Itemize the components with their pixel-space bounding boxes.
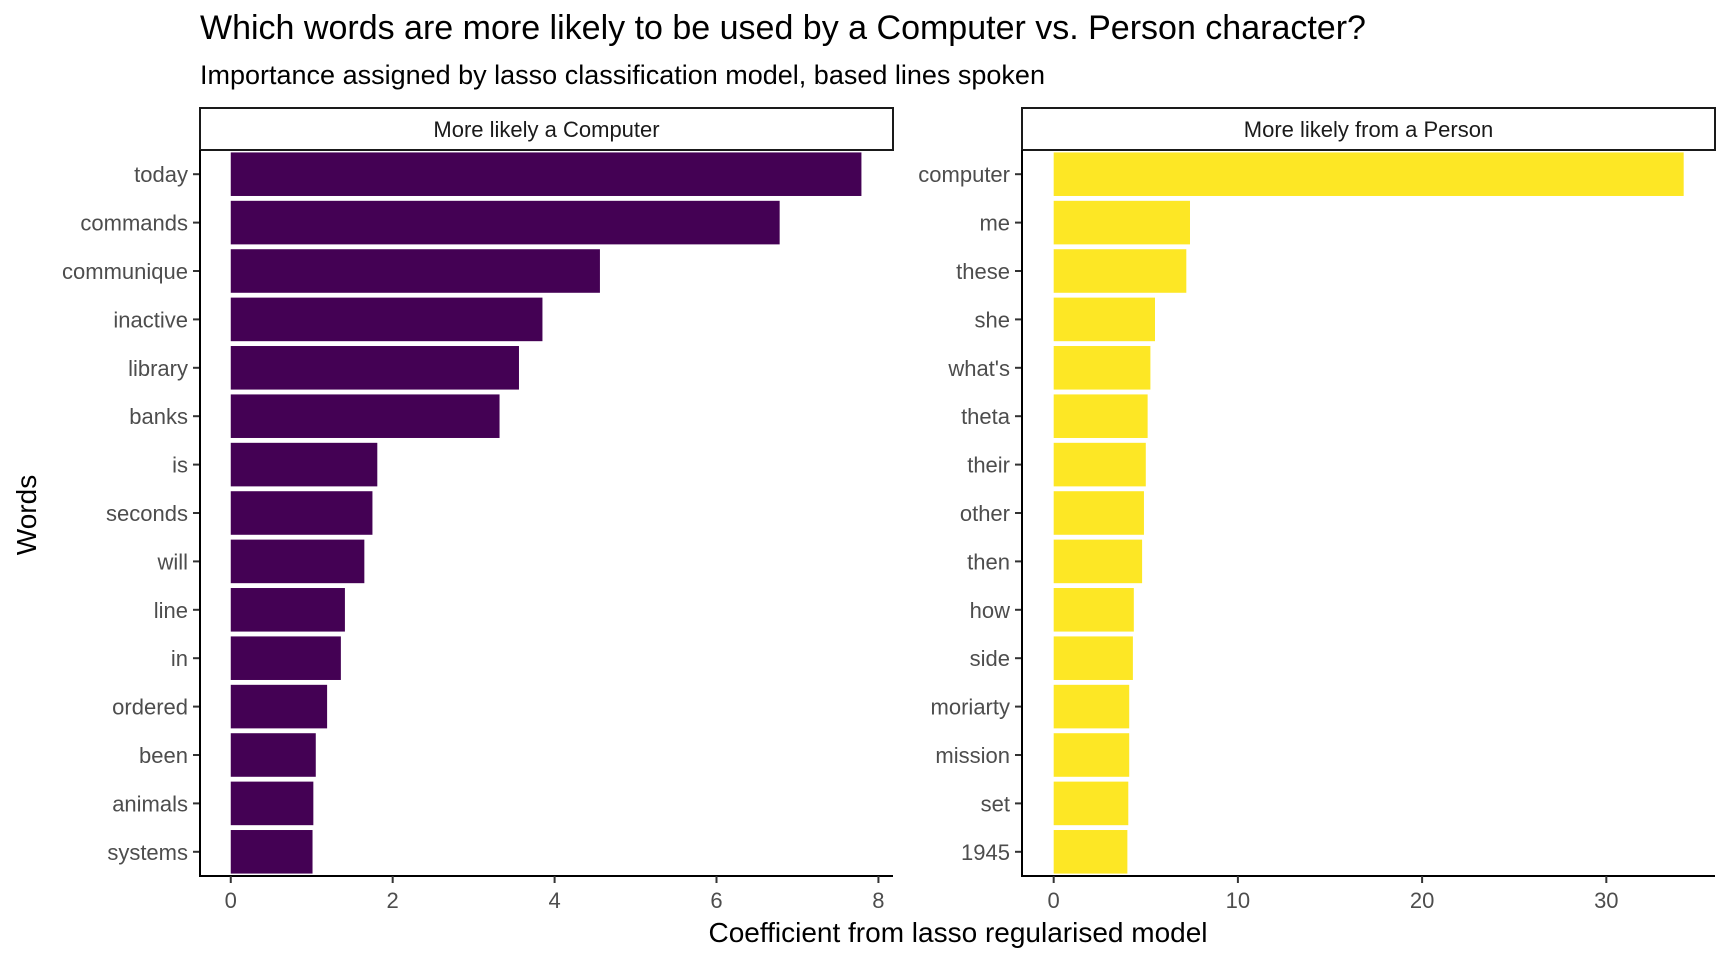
facet-strip-label: More likely from a Person: [1244, 117, 1493, 142]
y-tick-label: animals: [112, 791, 188, 816]
chart-subtitle: Importance assigned by lasso classificat…: [200, 60, 1045, 90]
y-tick-label: banks: [129, 404, 188, 429]
y-tick-label: set: [981, 791, 1010, 816]
bar-will: [230, 539, 365, 584]
facet-strip: [199, 107, 894, 151]
x-tick-label: 2: [387, 888, 399, 913]
bar-is: [230, 442, 378, 487]
bar-me: [1053, 200, 1190, 245]
y-tick-label: seconds: [106, 501, 188, 526]
y-tick-label: side: [970, 646, 1010, 671]
bar-systems: [230, 830, 313, 874]
y-tick-label: how: [970, 598, 1010, 623]
bar-ordered: [230, 684, 328, 729]
y-tick-label: will: [156, 549, 188, 574]
chart-title: Which words are more likely to be used b…: [200, 9, 1366, 47]
bar-how: [1053, 588, 1134, 632]
bar-inactive: [230, 297, 543, 342]
y-tick-label: ordered: [112, 695, 188, 720]
y-tick-label: commands: [80, 211, 188, 236]
y-tick-label: today: [134, 162, 188, 187]
bar-in: [230, 636, 341, 680]
bar-seconds: [230, 491, 373, 535]
y-tick-label: then: [967, 549, 1010, 574]
x-tick-label: 4: [548, 888, 560, 913]
y-tick-label: moriarty: [931, 695, 1010, 720]
bar-computer: [1053, 152, 1684, 196]
x-tick-label: 30: [1594, 888, 1618, 913]
y-tick-label: inactive: [113, 307, 188, 332]
bar-mission: [1053, 733, 1130, 777]
bar-their: [1053, 442, 1146, 487]
x-tick-label: 6: [710, 888, 722, 913]
y-tick-label: been: [139, 743, 188, 768]
x-tick-label: 10: [1226, 888, 1250, 913]
facet-strip: [1021, 107, 1716, 151]
y-tick-label: she: [975, 307, 1010, 332]
y-tick-label: mission: [935, 743, 1010, 768]
bar-set: [1053, 781, 1129, 826]
y-tick-label: these: [956, 259, 1010, 284]
x-tick-label: 20: [1410, 888, 1434, 913]
y-tick-label: in: [171, 646, 188, 671]
panel-1: More likely a Computer today commands commu…: [62, 107, 894, 913]
bar-side: [1053, 636, 1133, 680]
bar-communique: [230, 249, 600, 293]
bar-moriarty: [1053, 684, 1130, 729]
y-tick-label: line: [154, 598, 188, 623]
bar-other: [1053, 491, 1144, 535]
bar-library: [230, 346, 519, 390]
panel-2: More likely from a Person computer me these…: [918, 107, 1716, 913]
y-tick-label: library: [128, 356, 188, 381]
x-axis-title: Coefficient from lasso regularised model: [708, 917, 1207, 948]
y-tick-label: is: [172, 453, 188, 478]
y-tick-label: systems: [107, 840, 188, 865]
y-tick-label: other: [960, 501, 1010, 526]
bar-line: [230, 588, 345, 632]
facet-strip-label: More likely a Computer: [433, 117, 659, 142]
bar-animals: [230, 781, 314, 826]
bar-today: [230, 152, 862, 196]
bar-1945: [1053, 830, 1128, 874]
bar-commands: [230, 200, 780, 245]
y-tick-label: 1945: [961, 840, 1010, 865]
bar-banks: [230, 394, 500, 438]
y-tick-label: computer: [918, 162, 1010, 187]
y-tick-label: me: [979, 211, 1010, 236]
bar-then: [1053, 539, 1143, 584]
x-tick-label: 8: [872, 888, 884, 913]
y-axis-title: Words: [11, 475, 42, 555]
bar-these: [1053, 249, 1187, 293]
bar-whats: [1053, 346, 1151, 390]
bar-been: [230, 733, 316, 777]
facet-panels: More likely a Computer today commands commu…: [62, 107, 1716, 913]
bar-she: [1053, 297, 1155, 342]
y-tick-label: theta: [961, 404, 1011, 429]
x-tick-label: 0: [225, 888, 237, 913]
y-tick-label: what's: [947, 356, 1010, 381]
y-tick-label: communique: [62, 259, 188, 284]
bar-theta: [1053, 394, 1148, 438]
y-tick-label: their: [967, 453, 1010, 478]
x-tick-label: 0: [1048, 888, 1060, 913]
